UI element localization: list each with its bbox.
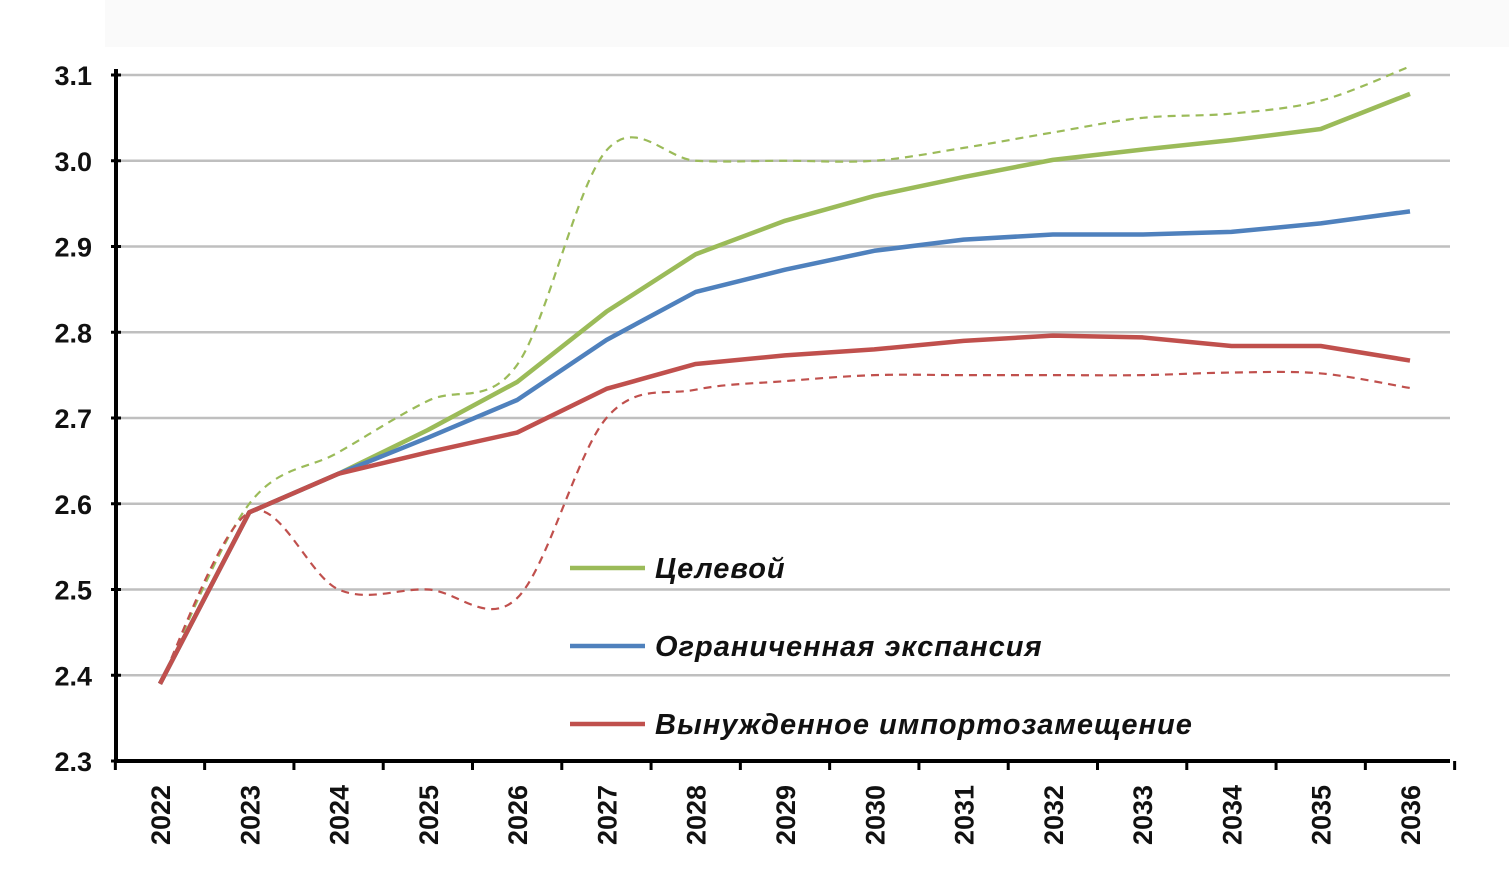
x-tick-label: 2028 [682,785,712,845]
x-tick-label: 2030 [860,785,890,845]
series-line-0 [158,91,1411,685]
y-tick-label: 2.7 [54,404,92,434]
series-line-1 [158,209,1411,685]
x-tick-label: 2033 [1128,785,1158,845]
y-tick-label: 3.1 [54,61,92,91]
legend-label: Ограниченная экспансия [655,631,1043,663]
y-tick-label: 2.5 [54,576,92,606]
legend-label: Вынужденное импортозамещение [655,709,1193,741]
y-tick-label: 2.9 [54,233,92,263]
legend-label: Целевой [655,553,786,585]
x-tick-label: 2031 [950,785,980,845]
y-tick-label: 2.3 [54,747,92,777]
x-tick-label: 2029 [771,785,801,845]
x-tick-label: 2023 [235,785,265,845]
dashed-series-line-4 [159,370,1411,685]
dashed-series-line-3 [159,65,1411,685]
y-tick-label: 2.8 [54,318,92,348]
x-tick-label: 2036 [1396,785,1426,845]
top-band [105,0,1509,47]
x-tick-label: 2026 [503,785,533,845]
y-tick-label: 2.6 [54,490,92,520]
x-tick-label: 2027 [592,785,622,845]
x-tick-label: 2034 [1217,785,1247,845]
y-tick-label: 2.4 [54,661,92,691]
y-tick-label: 3.0 [54,147,92,177]
series-line-2 [158,333,1411,685]
x-tick-label: 2035 [1307,785,1337,845]
x-tick-label: 2022 [146,785,176,845]
x-tick-label: 2025 [414,785,444,845]
x-tick-label: 2032 [1039,785,1069,845]
x-tick-label: 2024 [325,785,355,845]
